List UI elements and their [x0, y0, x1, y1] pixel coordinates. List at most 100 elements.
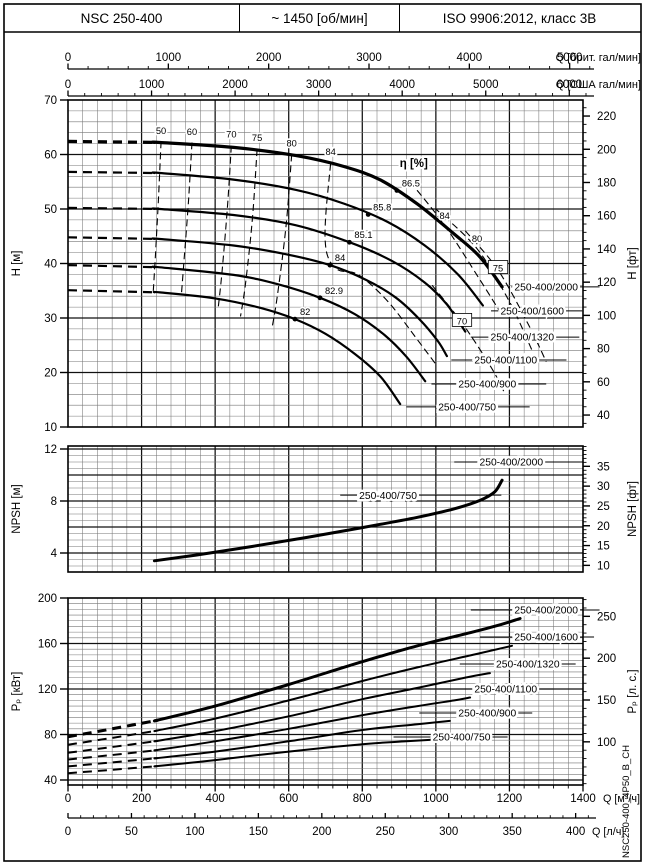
page-frame [3, 3, 642, 862]
svg-text:84: 84 [325, 147, 335, 157]
svg-text:0: 0 [65, 79, 71, 91]
svg-text:150: 150 [597, 695, 616, 707]
drawing-code-watermark: NSC250-400_4P50_B_CH [621, 745, 632, 858]
svg-text:100: 100 [185, 826, 204, 838]
svg-text:120: 120 [38, 684, 57, 696]
svg-text:25: 25 [597, 501, 610, 513]
svg-text:85.1: 85.1 [354, 230, 372, 240]
pump-model: NSC 250-400 [80, 10, 163, 26]
curve-250-400-1600 [67, 644, 513, 746]
svg-text:Pₚ [кВт]: Pₚ [кВт] [11, 672, 23, 712]
svg-text:120: 120 [597, 277, 616, 289]
svg-text:50: 50 [125, 826, 138, 838]
svg-text:1000: 1000 [423, 793, 449, 805]
svg-text:10: 10 [44, 422, 57, 434]
curve-250-400-750: 82 [67, 289, 402, 406]
svg-text:4000: 4000 [457, 52, 483, 64]
svg-text:8: 8 [51, 496, 57, 508]
svg-text:Pₚ [л. с.]: Pₚ [л. с.] [627, 669, 639, 713]
svg-text:800: 800 [353, 793, 372, 805]
svg-text:80: 80 [472, 234, 482, 244]
svg-text:0: 0 [65, 52, 71, 64]
svg-text:400: 400 [206, 793, 225, 805]
svg-text:15: 15 [597, 541, 610, 553]
svg-text:250-400/1320: 250-400/1320 [491, 333, 555, 344]
curve-250-400-1100: 84 [67, 236, 448, 358]
svg-text:H [фт]: H [фт] [627, 247, 639, 279]
curve-NPSH-250-400-750-2000 [152, 478, 504, 563]
svg-text:250-400/2000: 250-400/2000 [514, 283, 578, 294]
svg-text:70: 70 [226, 130, 236, 140]
svg-text:200: 200 [132, 793, 151, 805]
svg-text:200: 200 [597, 144, 616, 156]
svg-text:250: 250 [376, 826, 395, 838]
svg-text:5000: 5000 [473, 79, 499, 91]
svg-text:η [%]: η [%] [400, 158, 428, 170]
svg-text:250-400/2000: 250-400/2000 [479, 458, 543, 469]
curve-250-400-1600: 85.8 [67, 170, 484, 307]
svg-text:60: 60 [187, 127, 197, 137]
svg-text:35: 35 [597, 461, 610, 473]
svg-text:NSC250-400_4P50_B_CH: NSC250-400_4P50_B_CH [621, 745, 632, 858]
svg-text:600: 600 [279, 793, 298, 805]
svg-text:160: 160 [38, 639, 57, 651]
svg-text:1200: 1200 [497, 793, 523, 805]
svg-text:30: 30 [44, 313, 57, 325]
svg-text:Q [США гал/мин]: Q [США гал/мин] [556, 79, 641, 91]
svg-text:70: 70 [457, 316, 467, 326]
svg-text:NPSH [фт]: NPSH [фт] [627, 481, 639, 537]
svg-text:70: 70 [44, 95, 57, 107]
bottom-flow-scales: 0 200 400 600 800 1000 1200 1400 Q [м³/ч] 0 50 100 1… [65, 785, 640, 838]
svg-text:82: 82 [300, 307, 310, 317]
svg-text:20: 20 [44, 368, 57, 380]
svg-text:300: 300 [439, 826, 458, 838]
svg-text:80: 80 [286, 138, 296, 148]
svg-text:0: 0 [65, 826, 71, 838]
svg-text:100: 100 [597, 737, 616, 749]
svg-text:84: 84 [440, 211, 450, 221]
svg-text:150: 150 [249, 826, 268, 838]
svg-text:180: 180 [597, 177, 616, 189]
svg-text:4: 4 [51, 548, 58, 560]
svg-text:220: 220 [597, 111, 616, 123]
svg-text:250-400/750: 250-400/750 [359, 491, 417, 502]
svg-text:200: 200 [597, 653, 616, 665]
svg-text:Q [брит. гал/мин]: Q [брит. гал/мин] [556, 52, 641, 64]
npsh-panel: 4 8 12 10 15 20 25 30 35 NPSH [м] NPSH [фт] 250-400… [11, 444, 639, 573]
svg-text:82.9: 82.9 [325, 286, 343, 296]
svg-text:200: 200 [38, 593, 57, 605]
svg-text:0: 0 [65, 793, 71, 805]
curve-250-400-1100 [67, 696, 472, 761]
svg-text:20: 20 [597, 521, 610, 533]
svg-text:12: 12 [44, 444, 57, 456]
svg-text:80: 80 [44, 730, 57, 742]
svg-text:Q [м³/ч]: Q [м³/ч] [603, 793, 640, 805]
svg-text:75: 75 [493, 264, 503, 274]
svg-text:140: 140 [597, 244, 616, 256]
svg-text:60: 60 [597, 377, 610, 389]
title-bar: NSC 250-400 ~ 1450 [об/мин] ISO 9906:201… [4, 4, 639, 32]
svg-text:85.8: 85.8 [373, 202, 391, 212]
curve-250-400-900 [67, 719, 451, 768]
svg-text:2000: 2000 [256, 52, 282, 64]
svg-text:4000: 4000 [389, 79, 415, 91]
svg-text:250-400/2000: 250-400/2000 [514, 606, 578, 617]
svg-text:5000: 5000 [557, 52, 583, 64]
svg-text:30: 30 [597, 481, 610, 493]
svg-text:40: 40 [597, 410, 610, 422]
curve-250-400-2000: 86.5 [67, 139, 504, 289]
svg-text:250: 250 [597, 611, 616, 623]
svg-text:1000: 1000 [156, 52, 182, 64]
svg-text:250-400/1100: 250-400/1100 [474, 356, 537, 367]
test-standard: ISO 9906:2012, класс 3В [399, 4, 639, 32]
svg-text:250-400/1320: 250-400/1320 [496, 660, 560, 671]
svg-text:250-400/900: 250-400/900 [458, 709, 516, 720]
svg-text:40: 40 [44, 259, 57, 271]
svg-text:160: 160 [597, 211, 616, 223]
curve-250-400-1320 [67, 672, 491, 754]
svg-text:Q [л/ч]: Q [л/ч] [592, 826, 624, 838]
pump-speed: ~ 1450 [об/мин] [239, 4, 399, 32]
svg-text:50: 50 [156, 126, 166, 136]
